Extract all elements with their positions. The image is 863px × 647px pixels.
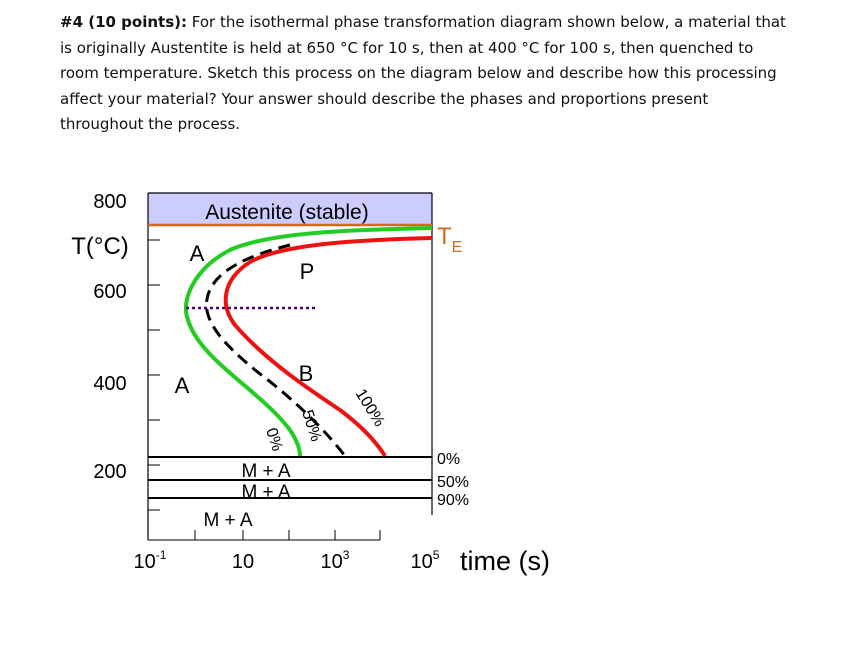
y-tick-label: 800 [93,191,126,213]
text-part: T [437,223,452,250]
start-curve [183,226,433,457]
text-part: 10 [321,551,343,573]
x-ticks [194,530,381,540]
x-axis-title: time (s) [460,546,550,576]
text-part: 10 [134,551,156,573]
region-label: M + A [241,482,290,503]
region-label: M + A [241,461,290,482]
level-label: 90% [437,492,469,509]
question: #4 (10 points): For the isothermal phase… [60,10,786,138]
phase-label: B [299,361,314,386]
y-tick-labels: 800 600 400 200 [93,191,126,483]
phase-label: A [190,241,205,266]
level-label: 0% [437,451,460,468]
y-ticks [148,239,160,511]
finish-curve [223,236,433,458]
x-tick-label: 10 [232,551,254,573]
curve-label: 50% [298,408,324,444]
text-part: 10 [411,551,433,573]
text-part: -1 [156,548,167,562]
y-tick-label: 400 [93,373,126,395]
te-label: TE [437,223,462,256]
question-label: #4 (10 points): [60,13,187,31]
y-tick-label: 200 [93,461,126,483]
text-part: 5 [433,548,440,562]
text-part: 3 [343,548,350,562]
x-tick-label: 105 [411,548,440,573]
question-line: affect your material? Your answer should… [60,89,709,108]
y-tick-label: 600 [93,281,126,303]
region-label: M + A [203,510,252,531]
phase-label: A [175,373,190,398]
austenite-label: Austenite (stable) [205,201,368,224]
half-curve [205,243,347,457]
austenite-region [148,193,432,225]
phase-label: P [300,259,315,284]
question-line: #4 (10 points): For the isothermal phase… [60,10,786,36]
y-axis-title: T(°C) [71,233,129,260]
question-line: throughout the process. [60,115,241,133]
x-tick-label: 10-1 [134,548,167,573]
question-line: is originally Austentite is held at 650 … [60,38,754,57]
level-label: 50% [437,474,469,491]
x-tick-label: 103 [321,548,350,573]
curve-label: 0% [262,426,285,453]
question-text: For the isothermal phase transformation … [187,13,786,31]
text-part: E [452,239,463,256]
question-line: room temperature. Sketch this process on… [60,64,777,82]
martensite-lines [148,456,432,499]
